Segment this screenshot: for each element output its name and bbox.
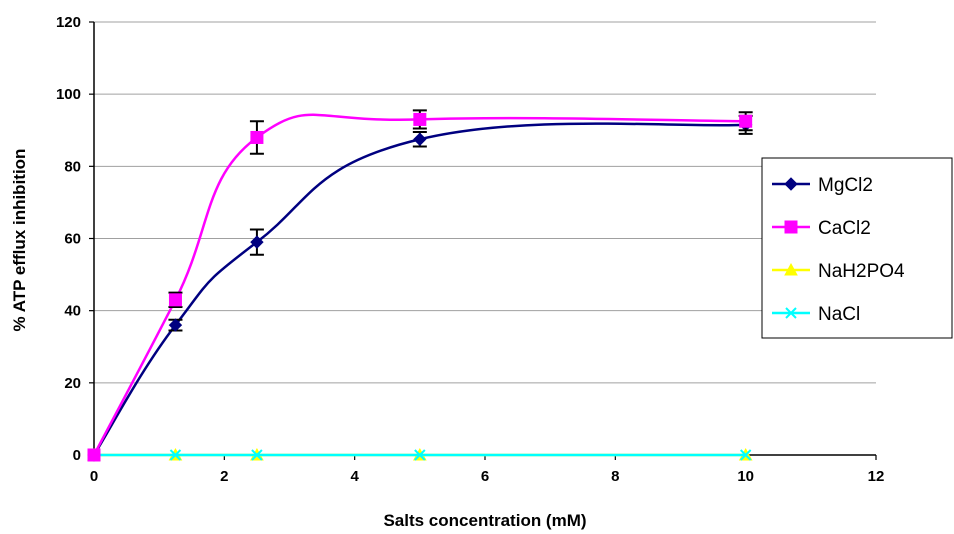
y-tick-label: 80 bbox=[64, 158, 81, 175]
series-MgCl2 bbox=[87, 114, 753, 462]
x-tick-label: 12 bbox=[868, 468, 885, 485]
x-tick-label: 0 bbox=[90, 468, 98, 485]
y-tick-label: 100 bbox=[56, 86, 81, 103]
legend-label-MgCl2: MgCl2 bbox=[818, 175, 873, 196]
data-point bbox=[251, 449, 263, 461]
y-tick-label: 40 bbox=[64, 303, 81, 320]
data-point bbox=[87, 448, 101, 462]
x-tick-label: 2 bbox=[220, 468, 228, 485]
data-point bbox=[414, 449, 426, 461]
data-point bbox=[413, 132, 427, 146]
y-tick-label: 20 bbox=[64, 375, 81, 392]
data-point bbox=[168, 293, 182, 307]
data-point bbox=[168, 318, 183, 332]
data-point bbox=[739, 449, 752, 461]
legend-marker-NaCl bbox=[785, 307, 797, 319]
series-NaCl bbox=[88, 449, 752, 461]
x-tick-label: 8 bbox=[611, 468, 619, 485]
series-CaCl2 bbox=[87, 109, 753, 462]
x-tick-label: 10 bbox=[737, 468, 754, 485]
data-point bbox=[250, 235, 264, 249]
legend-label-NaCl: NaCl bbox=[818, 304, 860, 325]
gridlines bbox=[89, 21, 877, 460]
x-axis-title: Salts concentration (mM) bbox=[383, 511, 586, 530]
legend-marker-NaH2PO4 bbox=[784, 262, 798, 276]
y-tick-label: 120 bbox=[56, 14, 81, 31]
y-tick-label: 60 bbox=[64, 231, 81, 248]
x-tick-label: 4 bbox=[350, 468, 359, 485]
y-axis-title: % ATP efflux inhibition bbox=[10, 149, 29, 332]
y-tick-label: 0 bbox=[73, 447, 81, 464]
data-point bbox=[169, 449, 182, 461]
series-line bbox=[92, 113, 746, 456]
legend-label-NaH2PO4: NaH2PO4 bbox=[818, 261, 905, 282]
data-point bbox=[739, 114, 753, 128]
legend-label-CaCl2: CaCl2 bbox=[818, 218, 871, 239]
x-tick-label: 6 bbox=[481, 468, 489, 485]
legend: MgCl2 CaCl2 NaH2PO4 NaCl bbox=[761, 157, 953, 339]
series bbox=[87, 109, 753, 462]
data-point bbox=[413, 112, 427, 126]
series-line bbox=[92, 122, 746, 456]
legend-marker-MgCl2 bbox=[784, 177, 798, 191]
legend-marker-CaCl2 bbox=[784, 220, 798, 234]
data-point bbox=[250, 130, 264, 144]
tick-labels: 0 20 40 60 80 100 120 0 2 4 6 8 10 12 bbox=[56, 14, 884, 485]
